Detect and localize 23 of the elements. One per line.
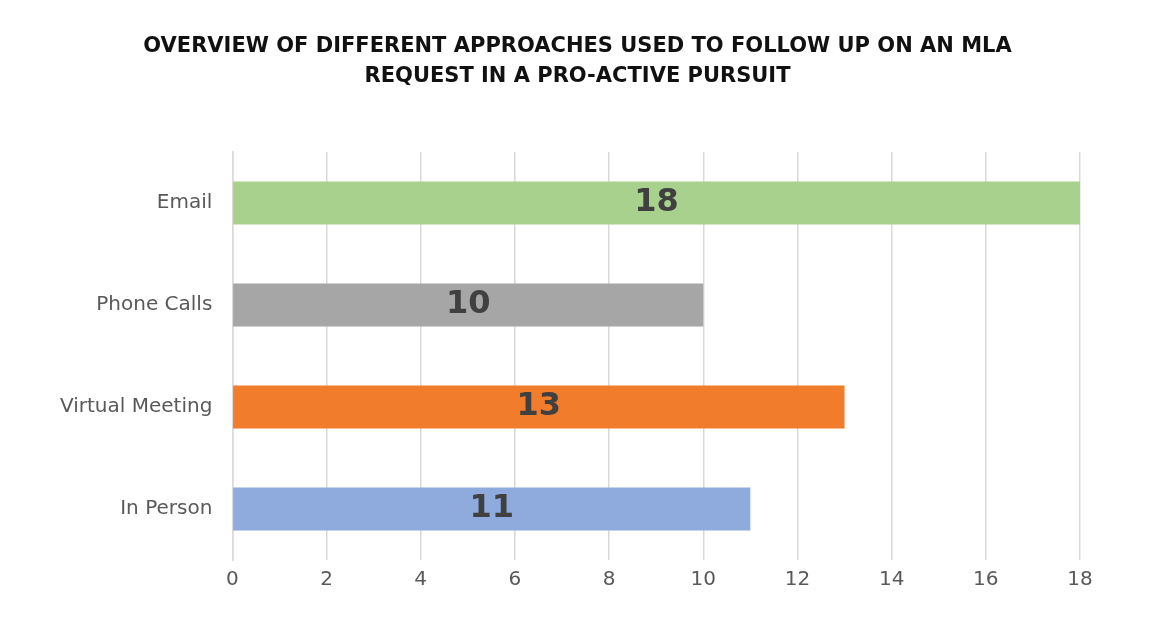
bar [233,283,704,327]
x-tick-label: 14 [878,566,905,591]
x-tick-label: 4 [414,566,428,591]
data-label: 11 [469,487,514,526]
chart-title: OVERVIEW OF DIFFERENT APPROACHES USED TO FOLLOW UP ON AN MLA REQUEST IN A PRO-ACTIVE PURSUIT [142,32,1013,90]
y-tick-label: Virtual Meeting [60,393,213,418]
x-tick-label: 16 [973,566,999,591]
x-tick-label: 12 [784,566,811,591]
x-tick-label: 2 [320,566,333,591]
data-label: 10 [445,283,491,322]
bar [233,385,845,429]
x-tick-label: 0 [225,566,239,591]
bar [233,181,1080,225]
y-tick-label: Phone Calls [96,291,213,316]
x-tick-label: 18 [1067,566,1093,591]
y-tick-label: Email [156,189,213,214]
data-label: 13 [516,385,562,424]
x-tick-label: 8 [602,566,616,591]
x-tick-label: 6 [508,566,522,591]
y-tick-label: In Person [120,495,213,520]
x-tick-label: 10 [690,566,716,591]
bar [233,487,751,531]
data-label: 18 [634,181,679,220]
